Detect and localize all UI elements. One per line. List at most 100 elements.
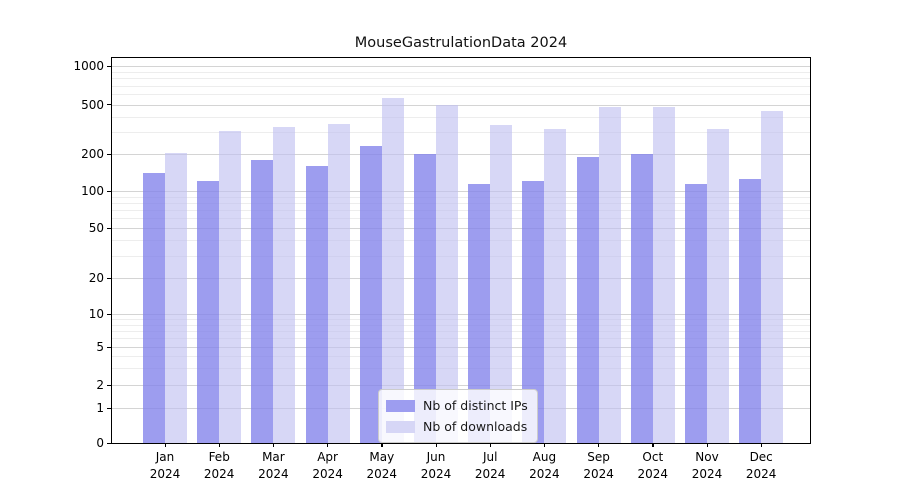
bar-nb-of-downloads-aug [544, 128, 567, 443]
major-gridline [112, 228, 810, 229]
x-tick-mark [164, 443, 166, 447]
minor-gridline [112, 319, 810, 321]
bar-nb-of-downloads-feb [219, 131, 242, 443]
legend-item-distinct-ips: Nb of distinct IPs [386, 395, 528, 416]
x-tick-label: Jul 2024 [474, 450, 506, 481]
minor-gridline [112, 202, 810, 204]
bar-nb-of-downloads-dec [761, 110, 784, 443]
major-gridline [112, 104, 810, 106]
y-tick-label: 0 [96, 436, 104, 450]
x-tick-label: Oct 2024 [637, 450, 669, 481]
legend-swatch-downloads [386, 420, 415, 433]
plot-area: 0 1 2 5 10 20 50 100 200 500 1000 Jan 2024 Feb 2024 Mar… [73, 57, 811, 481]
y-tick-mark [107, 153, 111, 155]
y-tick-mark [107, 104, 111, 106]
bar-nb-of-downloads-jan [165, 152, 187, 443]
x-tick-mark [543, 443, 546, 447]
bar-nb-of-distinct-ips-jan [143, 173, 165, 443]
x-tick-label: Dec 2024 [745, 450, 777, 481]
legend-item-downloads: Nb of downloads [386, 416, 528, 437]
y-tick-mark [107, 227, 111, 229]
x-tick-mark [760, 443, 763, 447]
y-tick-label: 500 [81, 97, 104, 112]
x-tick-mark [652, 443, 654, 447]
y-tick-mark [107, 407, 111, 409]
bar-nb-of-downloads-nov [707, 129, 729, 443]
minor-gridline [112, 218, 810, 220]
x-tick-mark [598, 443, 600, 447]
chart-title: MouseGastrulationData 2024 [354, 35, 568, 51]
minor-gridline [112, 330, 810, 332]
y-tick-label: 1000 [73, 59, 104, 73]
minor-gridline [112, 94, 810, 96]
major-gridline [112, 154, 810, 155]
x-tick-label: May 2024 [366, 450, 398, 481]
bar-nb-of-distinct-ips-apr [305, 165, 328, 443]
bar-nb-of-distinct-ips-oct [630, 154, 653, 443]
bar-nb-of-distinct-ips-dec [739, 179, 762, 443]
minor-gridline [112, 356, 810, 358]
bar-nb-of-distinct-ips-jun [414, 154, 436, 443]
major-gridline [112, 66, 810, 67]
bar-nb-of-downloads-sep [598, 107, 621, 443]
x-tick-mark [218, 443, 221, 447]
bar-nb-of-distinct-ips-may [359, 146, 382, 443]
x-tick-label: Aug 2024 [529, 450, 560, 481]
x-tick-label: Jan 2024 [149, 450, 181, 481]
y-tick-mark [107, 384, 111, 386]
major-gridline [112, 191, 810, 192]
bar-nb-of-distinct-ips-mar [251, 159, 274, 443]
bar-nb-of-distinct-ips-jul [468, 183, 491, 443]
x-tick-label: Jun 2024 [420, 450, 452, 481]
y-tick-label: 1 [96, 401, 104, 415]
legend-label-downloads: Nb of downloads [423, 419, 528, 434]
bar-nb-of-distinct-ips-sep [576, 156, 599, 443]
y-tick-mark [107, 65, 111, 67]
major-gridline [112, 278, 810, 279]
bar-nb-of-downloads-apr [327, 123, 350, 443]
x-tick-mark [381, 443, 383, 447]
x-tick-label: Mar 2024 [258, 450, 289, 481]
y-tick-label: 200 [81, 147, 104, 161]
x-tick-label: Apr 2024 [312, 450, 343, 481]
y-tick-label: 20 [88, 271, 104, 285]
bar-nb-of-distinct-ips-nov [685, 183, 707, 443]
legend-label-distinct-ips: Nb of distinct IPs [423, 398, 528, 413]
major-gridline [112, 347, 810, 348]
x-tick-label: Sep 2024 [583, 450, 614, 481]
y-tick-mark [107, 313, 111, 315]
major-gridline [112, 385, 810, 386]
minor-gridline [112, 324, 810, 326]
x-tick-label: Feb 2024 [203, 450, 235, 481]
x-tick-mark [435, 443, 437, 447]
major-gridline [112, 314, 810, 315]
x-tick-mark [489, 443, 492, 447]
bar-nb-of-downloads-jul [490, 125, 513, 443]
minor-gridline [112, 368, 810, 370]
bar-nb-of-downloads-may [381, 97, 404, 443]
bar-nb-of-downloads-mar [273, 126, 296, 443]
y-tick-label: 10 [88, 307, 104, 321]
x-tick-label: Nov 2024 [691, 450, 723, 481]
y-tick-mark [107, 277, 111, 279]
minor-gridline [112, 255, 810, 257]
minor-gridline [112, 71, 810, 73]
x-tick-mark [327, 443, 329, 447]
minor-gridline [112, 116, 810, 118]
minor-gridline [112, 210, 810, 212]
minor-gridline [112, 240, 810, 242]
bar-nb-of-downloads-oct [652, 106, 675, 443]
y-tick-label: 2 [96, 378, 104, 392]
y-tick-label: 100 [81, 184, 104, 198]
y-tick-label: 5 [96, 340, 104, 354]
bar-nb-of-distinct-ips-feb [197, 181, 220, 443]
minor-gridline [112, 338, 810, 340]
y-tick-mark [107, 346, 111, 348]
y-tick-mark [107, 190, 111, 192]
minor-gridline [112, 132, 810, 134]
minor-gridline [112, 78, 810, 80]
y-tick-mark [107, 442, 111, 444]
x-tick-mark [706, 443, 708, 447]
bar-nb-of-distinct-ips-aug [522, 181, 545, 443]
